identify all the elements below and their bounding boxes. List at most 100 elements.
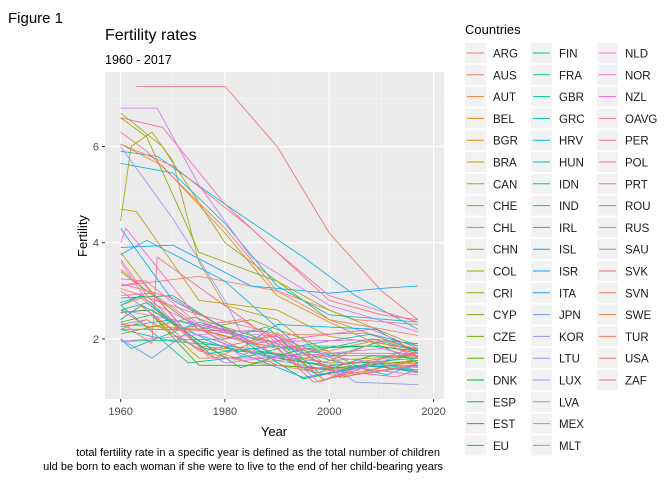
series-line-svk	[120, 288, 418, 378]
legend-label: SVN	[625, 288, 649, 300]
legend-label: LTU	[559, 354, 580, 366]
legend-label: AUT	[493, 92, 516, 104]
series-line-swe	[120, 319, 419, 364]
legend-label: TUR	[625, 332, 649, 344]
legend-label: ESP	[493, 397, 516, 409]
legend-label: CAN	[493, 179, 517, 191]
legend-label: JPN	[559, 310, 581, 322]
legend-label: CHE	[493, 201, 518, 213]
series-line-mex	[120, 107, 419, 333]
y-tick-label: 2	[93, 334, 99, 346]
series-lines	[120, 86, 419, 385]
legend-label: OAVG	[625, 114, 657, 126]
legend-label: KOR	[559, 332, 584, 344]
series-line-rou	[120, 256, 418, 371]
legend-label: POL	[625, 158, 649, 170]
series-line-usa	[120, 259, 419, 352]
legend-label: GBR	[559, 92, 584, 104]
series-line-cri	[120, 117, 419, 352]
series-line-oavg	[120, 278, 418, 354]
legend-label: SAU	[625, 245, 649, 257]
series-line-rus	[120, 309, 419, 381]
legend-label: IND	[559, 201, 579, 213]
legend-label: ISL	[559, 245, 577, 257]
series-line-nld	[120, 280, 418, 359]
x-tick-label: 1960	[108, 406, 132, 418]
x-axis-ticks: 1960 1980 2000 2020	[108, 399, 446, 418]
legend-label: PER	[625, 136, 649, 148]
legend-title: Countries	[465, 22, 521, 37]
legend-label: EST	[493, 419, 515, 431]
legend-label: FIN	[559, 49, 578, 61]
legend-label: NOR	[625, 70, 651, 82]
legend-label: ISR	[559, 267, 578, 279]
legend-label: PRT	[625, 179, 648, 191]
series-line-idn	[120, 163, 418, 323]
legend-label: IDN	[559, 179, 579, 191]
figure-label: Figure 1	[8, 10, 63, 27]
legend-label: HUN	[559, 158, 584, 170]
y-tick-label: 6	[93, 142, 99, 154]
x-axis-label: Year	[261, 424, 288, 439]
y-axis-ticks: 2 4 6	[93, 142, 105, 346]
legend-label: ARG	[493, 49, 518, 61]
legend-label: AUS	[493, 70, 517, 82]
legend-label: CHL	[493, 223, 517, 235]
series-line-cze	[120, 316, 419, 381]
series-line-lux	[120, 319, 418, 369]
legend-label: BRA	[493, 158, 517, 170]
chart-title: Fertility rates	[105, 27, 197, 44]
y-axis-label: Fertility	[75, 215, 90, 257]
series-line-irl	[120, 239, 418, 347]
series-line-chn	[120, 131, 418, 361]
chart-subtitle: 1960 - 2017	[105, 53, 172, 67]
series-line-sau	[136, 86, 419, 321]
legend-label: ROU	[625, 201, 651, 213]
legend-label: SWE	[625, 310, 652, 322]
series-line-nor	[120, 292, 419, 358]
x-tick-label: 2020	[421, 406, 445, 418]
caption-line-1: total fertility rate in a specific year …	[76, 447, 440, 459]
legend-label: HRV	[559, 136, 583, 148]
legend-label: USA	[625, 354, 649, 366]
legend-label: ITA	[559, 288, 576, 300]
legend-label: ZAF	[625, 376, 647, 388]
series-line-svn	[120, 328, 419, 378]
legend-label: CRI	[493, 288, 513, 300]
plot-panel	[105, 72, 444, 399]
legend-label: BEL	[493, 114, 515, 126]
series-line-est	[120, 326, 418, 374]
legend-label: EU	[493, 441, 509, 453]
legend-label: COL	[493, 267, 517, 279]
legend-label: GRC	[559, 114, 585, 126]
legend-label: FRA	[559, 70, 582, 82]
legend-label: MLT	[559, 441, 581, 453]
caption-line-2: uld be born to each woman if she were to…	[43, 461, 443, 473]
legend-label: MEX	[559, 419, 584, 431]
legend-label: CZE	[493, 332, 516, 344]
y-tick-label: 4	[93, 238, 99, 250]
legend-label: CYP	[493, 310, 517, 322]
minor-gridlines	[105, 72, 444, 399]
legend-label: NZL	[625, 92, 647, 104]
series-line-prt	[120, 283, 419, 378]
legend-label: DEU	[493, 354, 517, 366]
legend: ARG AUS AUT BEL BGR BRA CAN CHE CHL CHN COL CRI CYP C…	[465, 43, 657, 456]
legend-label: CHN	[493, 245, 518, 257]
series-line-zaf	[120, 143, 418, 321]
legend-label: LVA	[559, 397, 579, 409]
x-tick-label: 2000	[317, 406, 341, 418]
legend-label: RUS	[625, 223, 650, 235]
legend-label: SVK	[625, 267, 648, 279]
legend-label: DNK	[493, 376, 518, 388]
legend-label: LUX	[559, 376, 582, 388]
series-line-isr	[120, 244, 418, 294]
series-line-nzl	[120, 227, 419, 349]
series-line-aut	[120, 297, 418, 371]
series-line-tur	[120, 131, 418, 336]
legend-label: BGR	[493, 136, 518, 148]
x-tick-label: 1980	[213, 406, 237, 418]
legend-label: IRL	[559, 223, 578, 235]
legend-label: NLD	[625, 49, 648, 61]
